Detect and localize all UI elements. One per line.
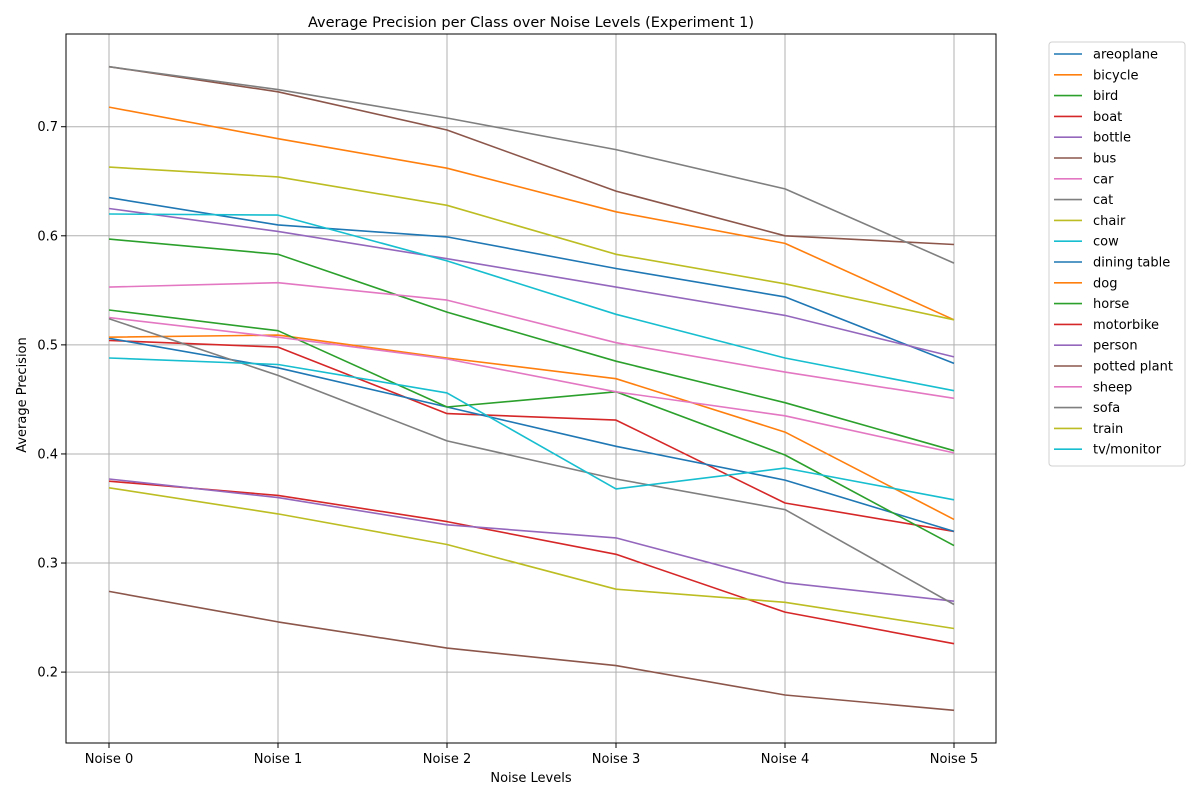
legend-label-sofa: sofa [1093, 401, 1120, 416]
series-line-sofa [108, 317, 955, 606]
legend-label-dog: dog [1093, 276, 1117, 291]
y-tick-label: 0.7 [37, 120, 58, 135]
series-line-bottle [108, 207, 955, 358]
legend-items: areoplane bicycle bird boat bottle bus car cat c… [1054, 48, 1173, 458]
legend-label-bus: bus [1093, 152, 1116, 167]
x-axis-label: Noise Levels [490, 771, 572, 786]
grid-layer [66, 34, 996, 743]
legend-label-cow: cow [1093, 235, 1119, 250]
chart-title: Average Precision per Class over Noise L… [308, 15, 754, 31]
legend-label-dining-table: dining table [1093, 256, 1170, 271]
legend-label-bird: bird [1093, 89, 1118, 104]
series-line-train [108, 487, 955, 630]
series-line-tv-monitor [108, 357, 955, 501]
series-line-car [108, 281, 955, 400]
y-tick-label: 0.4 [37, 447, 58, 462]
legend-label-horse: horse [1093, 297, 1129, 312]
series-line-bus [108, 65, 955, 246]
series-line-boat [108, 339, 955, 533]
y-tick-label: 0.6 [37, 229, 58, 244]
legend-label-person: person [1093, 339, 1138, 354]
legend: areoplane bicycle bird boat bottle bus car cat c… [1048, 41, 1186, 467]
series-line-chair [108, 166, 955, 321]
legend-label-tv-monitor: tv/monitor [1093, 443, 1162, 458]
legend-label-boat: boat [1093, 110, 1122, 125]
legend-label-sheep: sheep [1093, 380, 1132, 395]
legend-frame [1048, 41, 1186, 467]
legend-label-potted-plant: potted plant [1093, 360, 1173, 375]
legend-label-chair: chair [1093, 214, 1126, 229]
series-line-horse [108, 309, 955, 547]
series-line-motorbike [108, 480, 955, 645]
legend-label-areoplane: areoplane [1093, 48, 1158, 63]
series-line-cow [108, 213, 955, 392]
x-tick-label: Noise 4 [761, 752, 809, 767]
x-tick-label: Noise 3 [592, 752, 640, 767]
series-line-bicycle [108, 106, 955, 321]
y-tick-label: 0.5 [37, 338, 58, 353]
plot-frame [65, 33, 997, 744]
x-tick-label: Noise 2 [423, 752, 471, 767]
x-tick-label: Noise 5 [930, 752, 978, 767]
series-line-areoplane [108, 196, 955, 365]
legend-label-motorbike: motorbike [1093, 318, 1159, 333]
legend-label-train: train [1093, 422, 1123, 437]
legend-label-cat: cat [1093, 193, 1113, 208]
series-line-person [108, 478, 955, 602]
legend-label-bottle: bottle [1093, 131, 1131, 146]
x-tick-label: Noise 1 [254, 752, 302, 767]
series-line-bird [108, 238, 955, 452]
y-axis-ticks: 0.2 0.3 0.4 0.5 0.6 0.7 [37, 120, 66, 681]
y-tick-label: 0.2 [37, 666, 58, 681]
x-tick-label: Noise 0 [85, 752, 133, 767]
y-axis-label: Average Precision [15, 337, 30, 453]
series-line-dining-table [108, 337, 955, 533]
series-line-dog [108, 334, 955, 521]
series-line-sheep [108, 316, 955, 454]
y-tick-label: 0.3 [37, 557, 58, 572]
series-layer [108, 65, 955, 712]
x-axis-ticks: Noise 0 Noise 1 Noise 2 Noise 3 Noise 4 Noise… [85, 743, 978, 767]
legend-label-bicycle: bicycle [1093, 68, 1138, 83]
series-line-potted-plant [108, 590, 955, 712]
legend-label-car: car [1093, 172, 1114, 187]
series-line-cat [108, 65, 955, 264]
